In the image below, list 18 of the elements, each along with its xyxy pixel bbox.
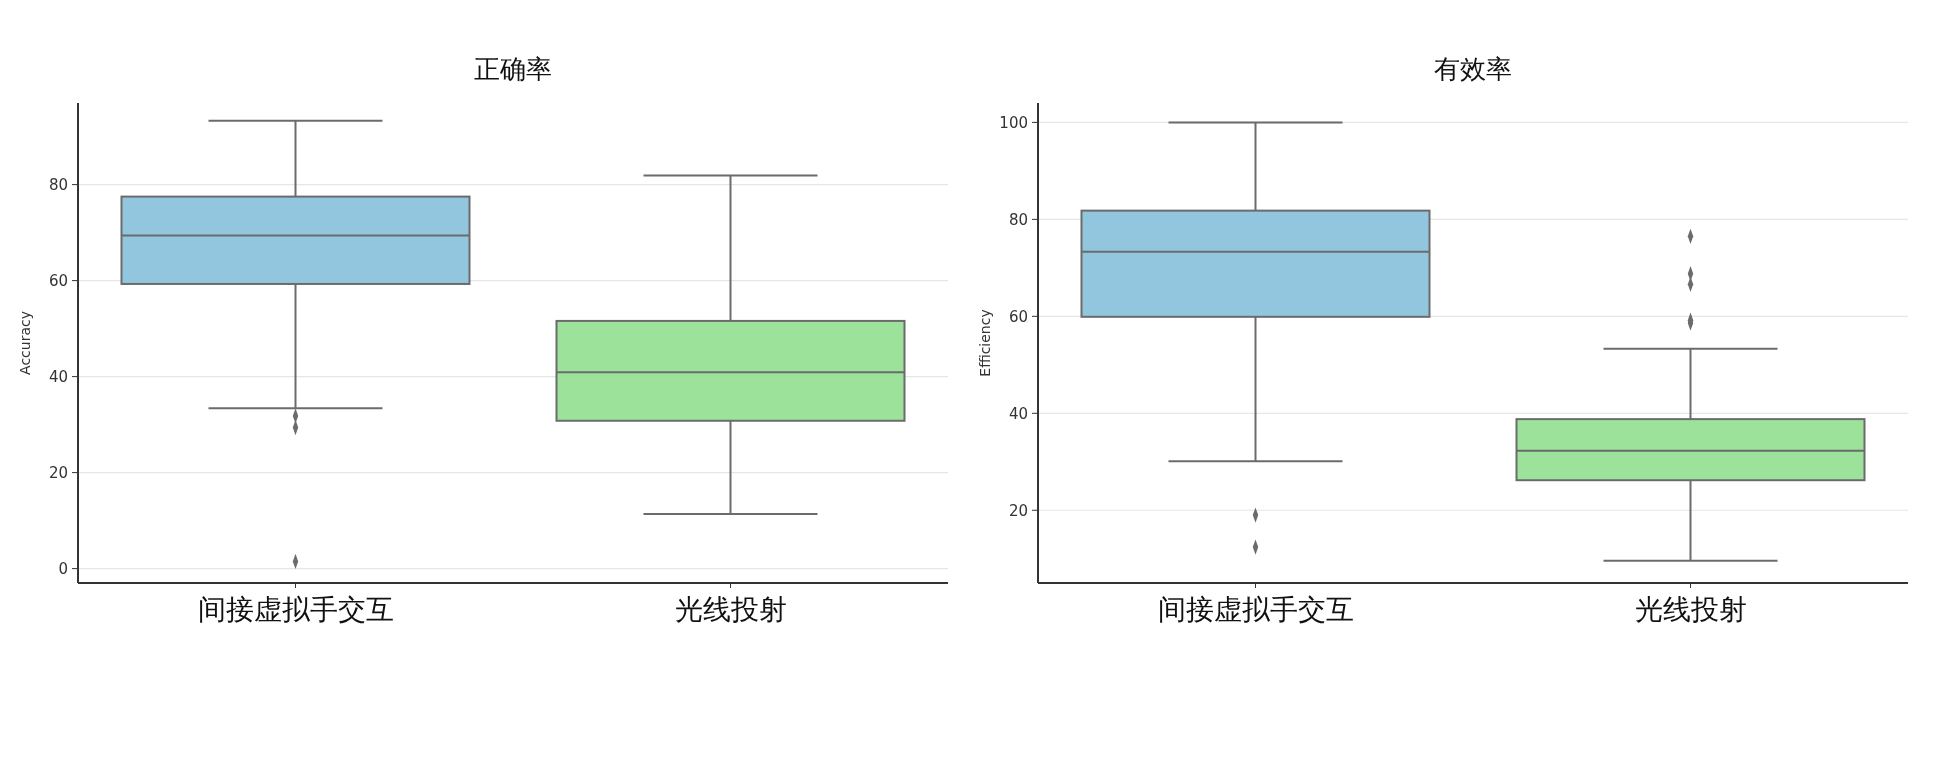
y-tick-label: 100 bbox=[999, 113, 1028, 132]
y-tick-label: 20 bbox=[1008, 501, 1028, 520]
y-tick-label: 0 bbox=[58, 559, 68, 578]
y-axis-title: Efficiency bbox=[977, 309, 993, 377]
x-tick-label: 光线投射 bbox=[1634, 593, 1747, 626]
y-tick-label: 80 bbox=[1008, 210, 1028, 229]
y-tick-label: 60 bbox=[1008, 307, 1028, 326]
y-tick-label: 80 bbox=[48, 175, 68, 194]
x-tick-label: 间接虚拟手交互 bbox=[1157, 593, 1354, 626]
y-tick-label: 40 bbox=[1008, 404, 1028, 423]
y-tick-label: 20 bbox=[48, 463, 68, 482]
chart-title: 正确率 bbox=[474, 54, 552, 84]
y-tick-label: 40 bbox=[48, 367, 68, 386]
x-tick-label: 间接虚拟手交互 bbox=[197, 593, 394, 626]
x-tick-label: 光线投射 bbox=[674, 593, 787, 626]
y-tick-label: 60 bbox=[48, 271, 68, 290]
y-axis-title: Accuracy bbox=[17, 311, 33, 375]
chart-title: 有效率 bbox=[1434, 54, 1512, 84]
